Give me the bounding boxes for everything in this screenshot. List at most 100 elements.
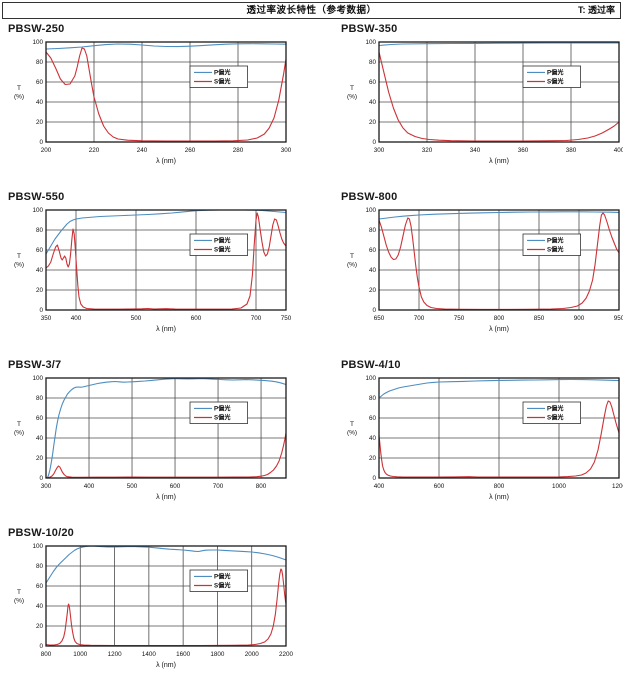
axis-text: 60 (36, 415, 44, 422)
axis-text: 20 (36, 623, 44, 630)
axis-text: 300 (281, 147, 292, 154)
axis-text: 100 (32, 39, 43, 46)
axis-text: 300 (374, 147, 385, 154)
axis-text: λ (nm) (489, 494, 509, 501)
axis-text: (%) (14, 262, 24, 269)
legend-box (189, 233, 248, 256)
axis-text: 700 (251, 315, 262, 322)
axis-text: 20 (36, 287, 44, 294)
axis-text: 500 (127, 483, 138, 490)
axis-text: 800 (494, 315, 505, 322)
axis-text: (%) (347, 262, 357, 269)
axis-text: 240 (137, 147, 148, 154)
legend-label: P偏光 (214, 573, 231, 581)
chart-PBSW-250: 0 20 40 60 80 100 200 220 240 260 280 300 T (%) λ (nm)… (14, 39, 292, 165)
legend-box (522, 65, 581, 88)
p-polarization-line (46, 378, 287, 479)
axis-text: 80 (36, 563, 44, 570)
axis-text: 1800 (210, 651, 225, 658)
axis-text: 60 (369, 247, 377, 254)
legend-label: S偏光 (214, 414, 231, 422)
chart-title: PBSW-800 (341, 191, 398, 203)
axis-text: 900 (574, 315, 585, 322)
plot-border (378, 41, 620, 143)
chart-block-pbsw-10-20: PBSW-10/20 0 20 40 60 80 100 800 1000 1200 1400 16… (6, 527, 310, 670)
chart-title: PBSW-4/10 (341, 359, 401, 371)
axis-text: T (17, 253, 21, 260)
axis-text: 80 (369, 59, 377, 66)
s-polarization-line (45, 568, 287, 647)
axis-text: T (350, 253, 354, 260)
plot-border (45, 377, 287, 479)
gridlines (46, 42, 286, 142)
legend-label: P偏光 (547, 69, 564, 77)
gridlines (379, 378, 619, 478)
transmittance-note: T: 透过率 (578, 5, 615, 15)
axis-text: 350 (41, 315, 52, 322)
chart-PBSW-4/10: 0 20 40 60 80 100 400 600 800 1000 1200 T (%) λ (nm) P… (347, 375, 623, 501)
legend-box (189, 569, 248, 592)
axis-text: 1200 (612, 483, 623, 490)
plot-border (378, 209, 620, 311)
chart-title: PBSW-250 (8, 23, 65, 35)
chart-title: PBSW-550 (8, 191, 65, 203)
chart-block-pbsw-4-10: PBSW-4/10 0 20 40 60 80 100 400 600 800 1000 1200 T… (339, 359, 623, 502)
axis-text: 400 (84, 483, 95, 490)
legend-label: P偏光 (214, 405, 231, 413)
axis-text: (%) (347, 430, 357, 437)
axis-text: λ (nm) (489, 158, 509, 165)
axis-text: 850 (534, 315, 545, 322)
s-polarization-line (378, 400, 620, 478)
s-polarization-line (378, 212, 620, 310)
axis-text: 700 (213, 483, 224, 490)
chart-canvas-pbsw-3-7: 0 20 40 60 80 100 300 400 500 600 700 800 T (%) λ (nm)… (6, 372, 302, 502)
axis-text: T (350, 85, 354, 92)
axis-text: (%) (14, 598, 24, 605)
s-polarization-line (45, 212, 287, 310)
axis-text: 800 (494, 483, 505, 490)
legend-label: P偏光 (547, 237, 564, 245)
s-polarization-line (45, 432, 287, 479)
axis-text: 200 (41, 147, 52, 154)
axis-text: 40 (36, 603, 44, 610)
axis-text: 280 (233, 147, 244, 154)
axis-text: 300 (41, 483, 52, 490)
axis-text: 1200 (108, 651, 123, 658)
axis-text: 20 (369, 119, 377, 126)
page-header: 透过率波长特性（参考数据） T: 透过率 (2, 2, 621, 19)
axis-text: 80 (36, 395, 44, 402)
axis-text: T (17, 85, 21, 92)
chart-block-pbsw-350: PBSW-350 0 20 40 60 80 100 300 320 340 360 380 400 T… (339, 23, 623, 166)
chart-PBSW-350: 0 20 40 60 80 100 300 320 340 360 380 400 T (%) λ (nm)… (347, 39, 623, 165)
axis-text: 340 (470, 147, 481, 154)
axis-text: 1400 (142, 651, 157, 658)
legend-label: S偏光 (547, 246, 564, 254)
axis-text: 600 (434, 483, 445, 490)
axis-text: 60 (369, 79, 377, 86)
axis-text: 80 (36, 227, 44, 234)
axis-text: 40 (369, 435, 377, 442)
legend-label: S偏光 (547, 78, 564, 86)
chart-title: PBSW-10/20 (8, 527, 74, 539)
chart-PBSW-3/7: 0 20 40 60 80 100 300 400 500 600 700 800 T (%) λ (nm)… (14, 375, 287, 501)
axis-text: 80 (36, 59, 44, 66)
plot-border (45, 209, 287, 311)
axis-text: 0 (39, 307, 43, 314)
axis-text: 0 (39, 643, 43, 650)
axis-text: 750 (281, 315, 292, 322)
axis-text: 1000 (552, 483, 567, 490)
legend-box (522, 401, 581, 424)
axis-text: 60 (369, 415, 377, 422)
axis-text: 400 (614, 147, 623, 154)
chart-PBSW-800: 0 20 40 60 80 100 650 700 750 800 850 900 950 T (%) λ (… (347, 207, 623, 333)
legend-box (189, 401, 248, 424)
chart-canvas-pbsw-250: 0 20 40 60 80 100 200 220 240 260 280 300 T (%) λ (nm)… (6, 36, 302, 166)
plot-border (45, 545, 287, 647)
axis-text: 40 (36, 99, 44, 106)
axis-text: 100 (32, 207, 43, 214)
axis-text: 600 (170, 483, 181, 490)
